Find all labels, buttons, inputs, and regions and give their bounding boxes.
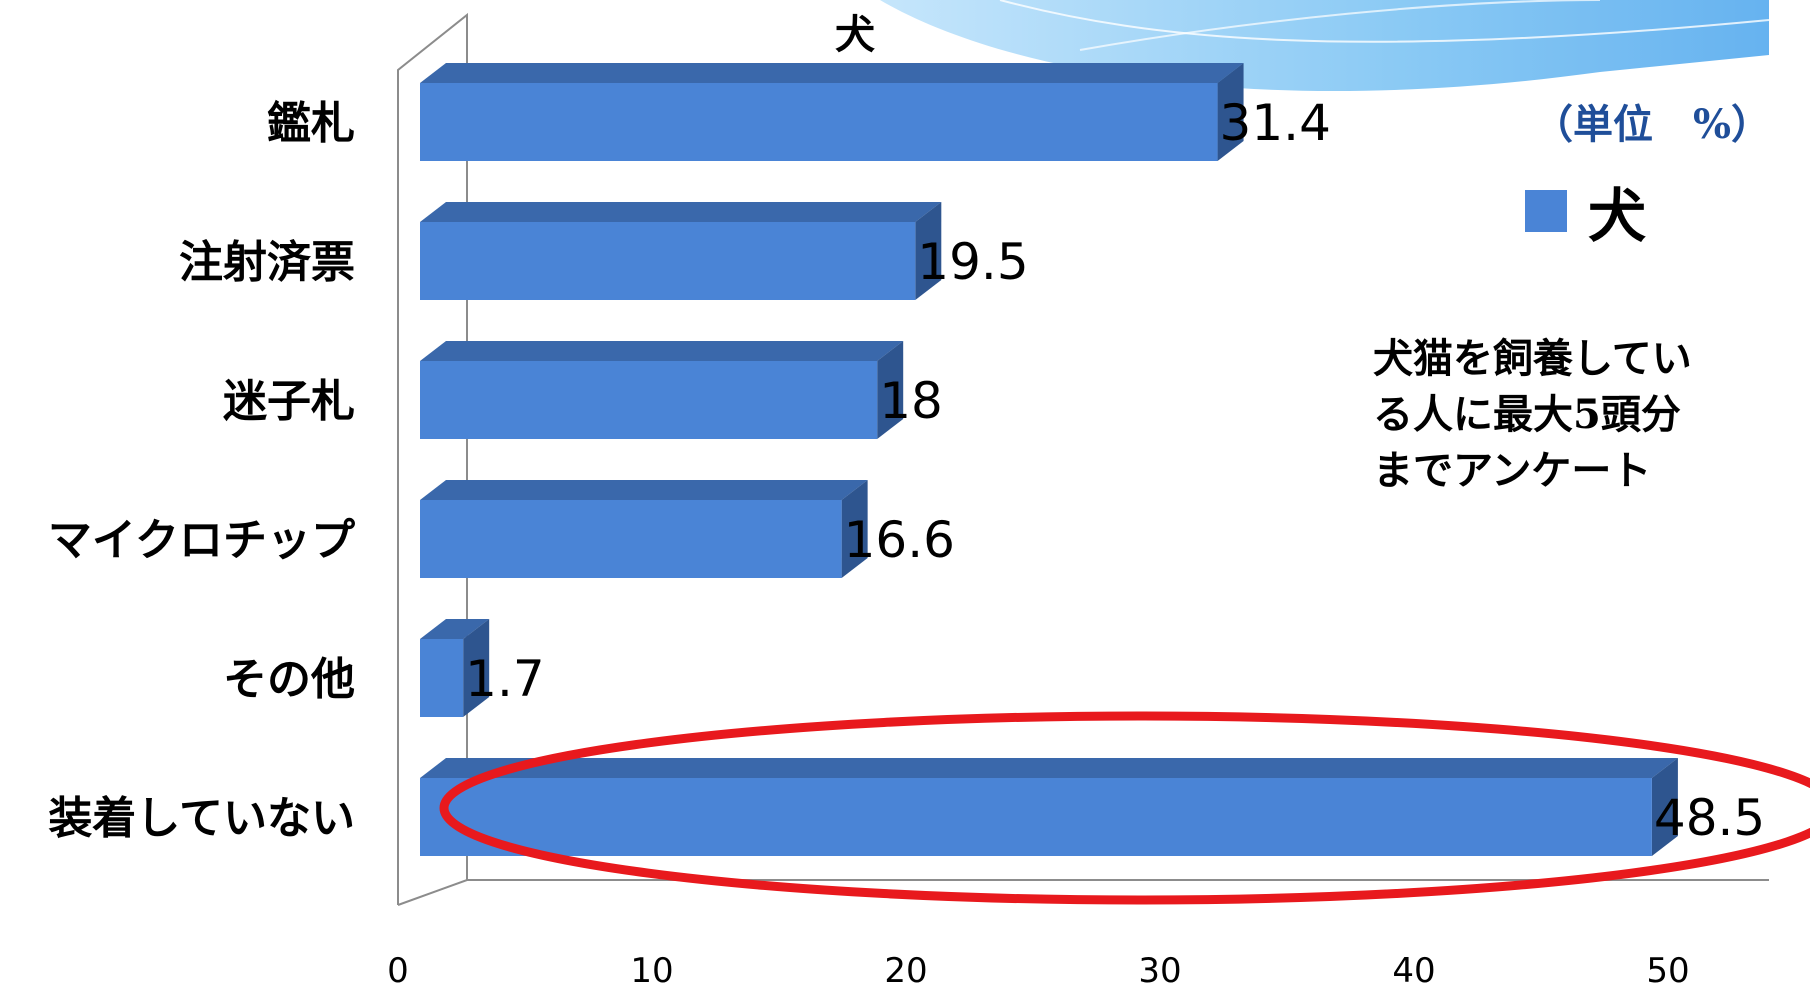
bar-top-4 bbox=[420, 619, 490, 639]
category-label-3: マイクロチップ bbox=[48, 515, 355, 566]
bar-5 bbox=[420, 758, 1678, 856]
bar-front-4 bbox=[420, 639, 464, 717]
category-label-5: 装着していない bbox=[48, 793, 355, 844]
bar-3 bbox=[420, 480, 868, 578]
highlight-ellipse bbox=[439, 711, 1810, 905]
bar-side-3 bbox=[841, 480, 868, 578]
value-label-4: 1.7 bbox=[465, 650, 545, 708]
bar-side-2 bbox=[877, 341, 904, 439]
bar-side-5 bbox=[1651, 758, 1678, 856]
bar-top-0 bbox=[420, 63, 1244, 83]
bar-4 bbox=[420, 619, 490, 717]
bar-front-2 bbox=[420, 361, 878, 439]
value-label-3: 16.6 bbox=[844, 511, 955, 569]
value-label-1: 19.5 bbox=[917, 233, 1028, 291]
bar-front-5 bbox=[420, 778, 1652, 856]
bars-group bbox=[420, 63, 1678, 856]
legend-label: 犬 bbox=[1588, 182, 1646, 250]
bar-0 bbox=[420, 63, 1244, 161]
bar-1 bbox=[420, 202, 942, 300]
note-line-3: までアンケート bbox=[1373, 447, 1651, 494]
bar-2 bbox=[420, 341, 904, 439]
chart-frame bbox=[397, 12, 1769, 906]
category-label-2: 迷子札 bbox=[223, 376, 355, 427]
x-tick-0: 0 bbox=[387, 951, 409, 991]
unit-label: （単位 %） bbox=[1533, 101, 1771, 148]
legend-swatch bbox=[1525, 190, 1567, 232]
value-label-0: 31.4 bbox=[1220, 94, 1331, 152]
bar-top-5 bbox=[420, 758, 1678, 778]
x-tick-5: 50 bbox=[1646, 951, 1689, 991]
category-label-0: 鑑札 bbox=[267, 98, 355, 149]
category-label-4: その他 bbox=[223, 654, 355, 705]
value-label-2: 18 bbox=[879, 372, 943, 430]
x-axis-ticks: 0 10 20 30 40 50 bbox=[387, 951, 1689, 991]
bar-top-3 bbox=[420, 480, 868, 500]
bar-side-4 bbox=[463, 619, 490, 717]
bar-top-2 bbox=[420, 341, 904, 361]
annotation-note: 犬猫を飼養してい る人に最大5頭分 までアンケート bbox=[1373, 335, 1692, 494]
x-tick-1: 10 bbox=[630, 951, 673, 991]
x-tick-4: 40 bbox=[1392, 951, 1435, 991]
value-labels: 31.4 19.5 18 16.6 1.7 48.5 bbox=[465, 94, 1765, 847]
chart-title: 犬 bbox=[835, 12, 875, 58]
note-line-1: 犬猫を飼養してい bbox=[1373, 335, 1692, 382]
bar-front-1 bbox=[420, 222, 916, 300]
bar-front-3 bbox=[420, 500, 842, 578]
value-label-5: 48.5 bbox=[1654, 789, 1765, 847]
category-label-1: 注射済票 bbox=[179, 237, 355, 288]
x-tick-2: 20 bbox=[884, 951, 927, 991]
bar-side-0 bbox=[1217, 63, 1244, 161]
x-tick-3: 30 bbox=[1138, 951, 1181, 991]
note-line-2: る人に最大5頭分 bbox=[1373, 391, 1681, 438]
bar-top-1 bbox=[420, 202, 942, 222]
legend: 犬 bbox=[1525, 182, 1646, 250]
bar-front-0 bbox=[420, 83, 1218, 161]
bar-side-1 bbox=[915, 202, 942, 300]
